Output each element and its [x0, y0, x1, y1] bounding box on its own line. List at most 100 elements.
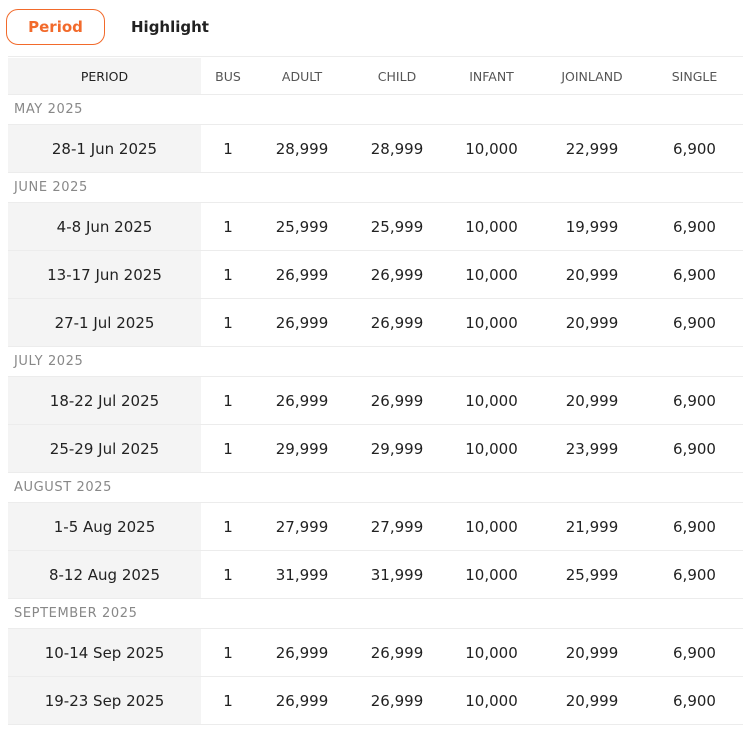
cell-child: 26,999 [349, 628, 445, 677]
cell-child: 26,999 [349, 298, 445, 347]
cell-joinland: 20,999 [538, 376, 646, 425]
table-row[interactable]: 10-14 Sep 2025 1 26,999 26,999 10,000 20,999 6… [8, 628, 743, 677]
table-row[interactable]: 25-29 Jul 2025 1 29,999 29,999 10,000 23,999 6… [8, 424, 743, 473]
cell-adult: 25,999 [255, 202, 349, 251]
cell-joinland: 20,999 [538, 628, 646, 677]
cell-bus: 1 [201, 250, 255, 299]
month-label: AUGUST 2025 [8, 472, 743, 503]
cell-infant: 10,000 [445, 550, 538, 599]
cell-joinland: 20,999 [538, 676, 646, 725]
month-group-row: AUGUST 2025 [8, 472, 743, 503]
tab-bar: Period Highlight [6, 8, 209, 46]
table-row[interactable]: 13-17 Jun 2025 1 26,999 26,999 10,000 20,999 6… [8, 250, 743, 299]
cell-bus: 1 [201, 502, 255, 551]
period-price-table: PERIOD BUS ADULT CHILD INFANT JOINLAND S… [8, 58, 743, 725]
cell-infant: 10,000 [445, 202, 538, 251]
cell-period: 25-29 Jul 2025 [8, 424, 201, 473]
cell-period: 1-5 Aug 2025 [8, 502, 201, 551]
cell-bus: 1 [201, 376, 255, 425]
month-group-row: JULY 2025 [8, 346, 743, 377]
table-row[interactable]: 19-23 Sep 2025 1 26,999 26,999 10,000 20,999 6… [8, 676, 743, 725]
cell-joinland: 21,999 [538, 502, 646, 551]
tab-period[interactable]: Period [6, 9, 105, 45]
cell-bus: 1 [201, 676, 255, 725]
cell-child: 29,999 [349, 424, 445, 473]
header-period: PERIOD [8, 58, 201, 95]
cell-single: 6,900 [646, 124, 743, 173]
table-row[interactable]: 28-1 Jun 2025 1 28,999 28,999 10,000 22,999 6,… [8, 124, 743, 173]
cell-adult: 28,999 [255, 124, 349, 173]
cell-infant: 10,000 [445, 124, 538, 173]
cell-adult: 26,999 [255, 298, 349, 347]
cell-adult: 26,999 [255, 376, 349, 425]
cell-joinland: 20,999 [538, 298, 646, 347]
cell-child: 25,999 [349, 202, 445, 251]
cell-infant: 10,000 [445, 502, 538, 551]
cell-infant: 10,000 [445, 298, 538, 347]
cell-bus: 1 [201, 550, 255, 599]
cell-infant: 10,000 [445, 676, 538, 725]
cell-adult: 26,999 [255, 676, 349, 725]
cell-single: 6,900 [646, 250, 743, 299]
cell-single: 6,900 [646, 376, 743, 425]
cell-joinland: 20,999 [538, 250, 646, 299]
cell-single: 6,900 [646, 298, 743, 347]
cell-joinland: 25,999 [538, 550, 646, 599]
cell-period: 10-14 Sep 2025 [8, 628, 201, 677]
table-row[interactable]: 8-12 Aug 2025 1 31,999 31,999 10,000 25,999 6,… [8, 550, 743, 599]
header-adult: ADULT [255, 58, 349, 95]
table-row[interactable]: 27-1 Jul 2025 1 26,999 26,999 10,000 20,999 6,… [8, 298, 743, 347]
month-group-row: JUNE 2025 [8, 172, 743, 203]
cell-infant: 10,000 [445, 376, 538, 425]
header-bus: BUS [201, 58, 255, 95]
cell-period: 13-17 Jun 2025 [8, 250, 201, 299]
cell-single: 6,900 [646, 676, 743, 725]
cell-adult: 26,999 [255, 628, 349, 677]
month-group-row: MAY 2025 [8, 94, 743, 125]
cell-single: 6,900 [646, 502, 743, 551]
cell-adult: 29,999 [255, 424, 349, 473]
table-row[interactable]: 18-22 Jul 2025 1 26,999 26,999 10,000 20,999 6… [8, 376, 743, 425]
header-joinland: JOINLAND [538, 58, 646, 95]
cell-joinland: 22,999 [538, 124, 646, 173]
month-group-row: SEPTEMBER 2025 [8, 598, 743, 629]
cell-single: 6,900 [646, 628, 743, 677]
cell-child: 27,999 [349, 502, 445, 551]
cell-child: 31,999 [349, 550, 445, 599]
cell-child: 26,999 [349, 250, 445, 299]
cell-joinland: 19,999 [538, 202, 646, 251]
cell-period: 4-8 Jun 2025 [8, 202, 201, 251]
table-header: PERIOD BUS ADULT CHILD INFANT JOINLAND S… [8, 58, 743, 95]
header-child: CHILD [349, 58, 445, 95]
cell-bus: 1 [201, 124, 255, 173]
table-row[interactable]: 1-5 Aug 2025 1 27,999 27,999 10,000 21,999 6,9… [8, 502, 743, 551]
cell-child: 26,999 [349, 376, 445, 425]
cell-bus: 1 [201, 202, 255, 251]
cell-single: 6,900 [646, 424, 743, 473]
cell-infant: 10,000 [445, 250, 538, 299]
cell-child: 26,999 [349, 676, 445, 725]
cell-bus: 1 [201, 298, 255, 347]
month-label: JULY 2025 [8, 346, 743, 377]
table-body: MAY 2025 28-1 Jun 2025 1 28,999 28,999 10,000… [8, 94, 743, 725]
cell-single: 6,900 [646, 550, 743, 599]
cell-bus: 1 [201, 424, 255, 473]
table-row[interactable]: 4-8 Jun 2025 1 25,999 25,999 10,000 19,999 6,9… [8, 202, 743, 251]
month-label: MAY 2025 [8, 94, 743, 125]
cell-child: 28,999 [349, 124, 445, 173]
cell-infant: 10,000 [445, 424, 538, 473]
cell-period: 8-12 Aug 2025 [8, 550, 201, 599]
month-label: JUNE 2025 [8, 172, 743, 203]
tab-highlight[interactable]: Highlight [131, 18, 209, 36]
header-single: SINGLE [646, 58, 743, 95]
cell-period: 27-1 Jul 2025 [8, 298, 201, 347]
month-label: SEPTEMBER 2025 [8, 598, 743, 629]
cell-bus: 1 [201, 628, 255, 677]
cell-single: 6,900 [646, 202, 743, 251]
cell-period: 19-23 Sep 2025 [8, 676, 201, 725]
cell-adult: 26,999 [255, 250, 349, 299]
cell-period: 18-22 Jul 2025 [8, 376, 201, 425]
cell-adult: 27,999 [255, 502, 349, 551]
header-infant: INFANT [445, 58, 538, 95]
tab-divider [8, 56, 743, 57]
